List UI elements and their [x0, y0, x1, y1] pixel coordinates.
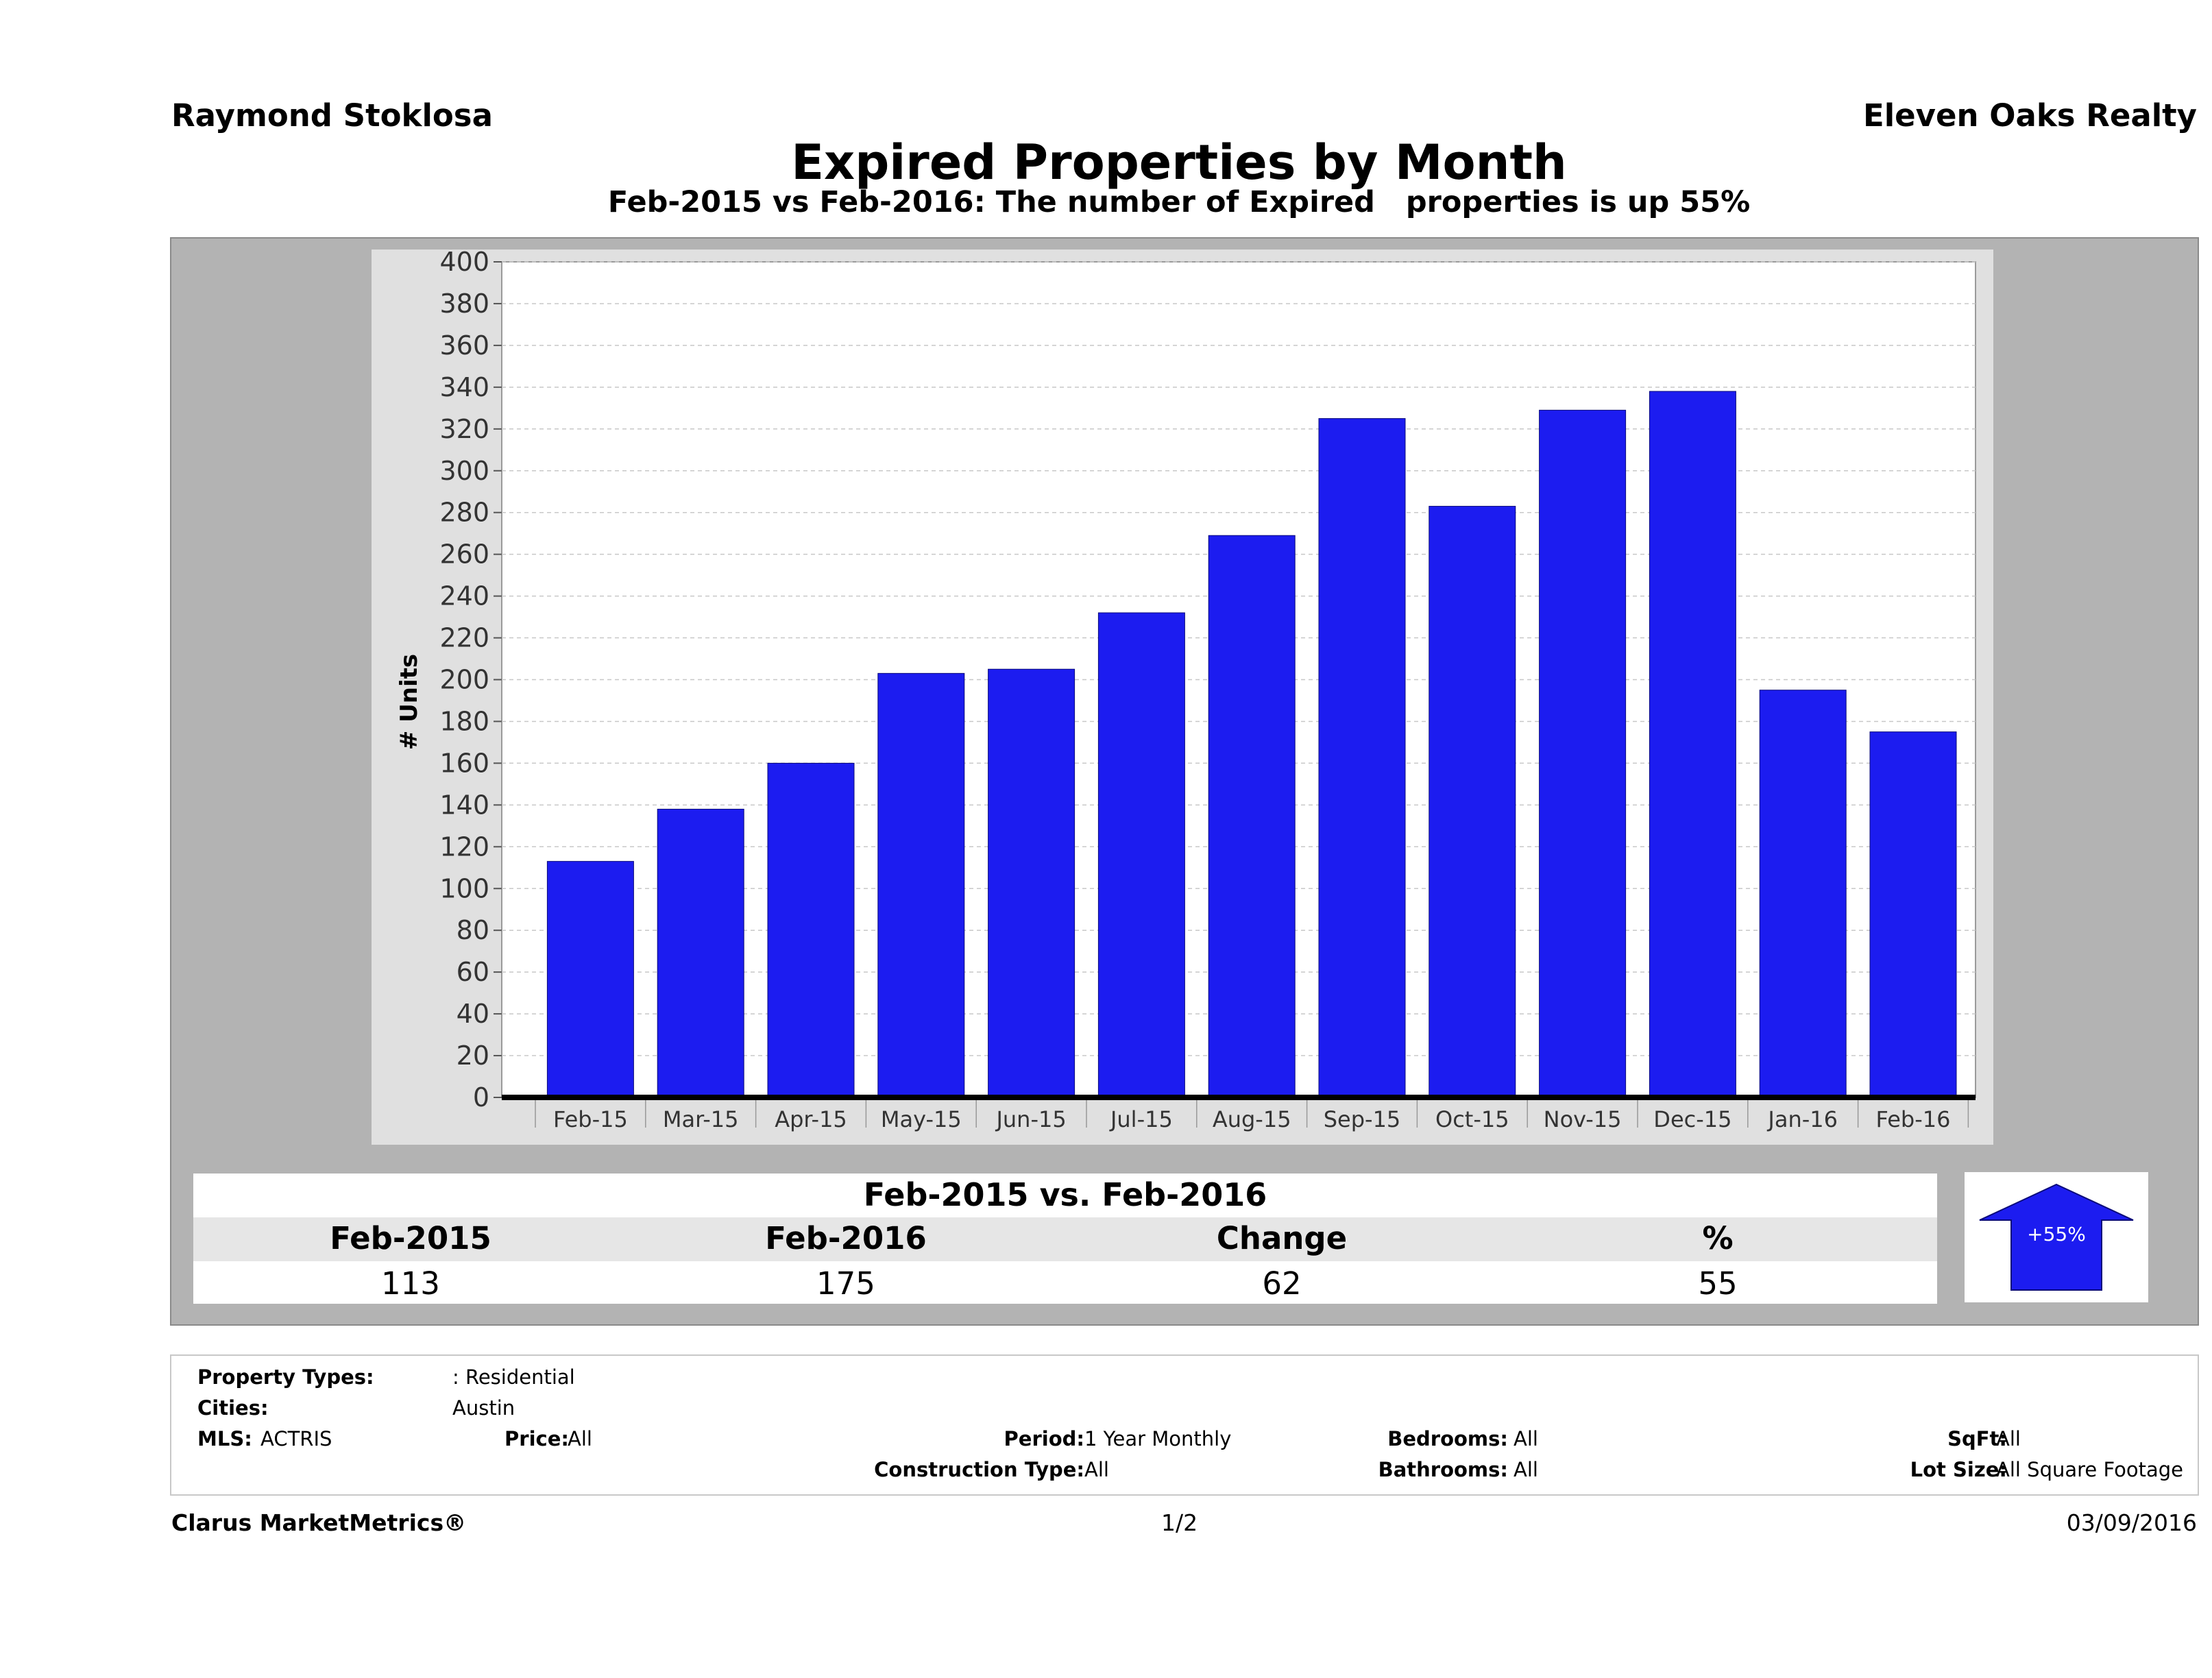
bathrooms-value: All: [1514, 1458, 1538, 1481]
price-label: Price:: [505, 1427, 569, 1450]
header-feb-2015: Feb-2015: [330, 1220, 491, 1256]
sqft-value: All: [1996, 1427, 2021, 1450]
bar-apr-15: [767, 762, 855, 1098]
x-tick-label: Jun-15: [995, 1106, 1066, 1132]
property-types-value: : Residential: [452, 1365, 575, 1389]
page-number: 1/2: [1161, 1509, 1198, 1536]
up-arrow-icon: +55%: [1979, 1183, 2134, 1291]
bar-jun-15: [988, 668, 1075, 1098]
company-name: Eleven Oaks Realty: [1862, 97, 2197, 134]
y-tick-label: 240: [439, 581, 489, 611]
change-badge-text: +55%: [2027, 1223, 2086, 1245]
bar-aug-15: [1208, 535, 1296, 1098]
x-tick-label: Feb-16: [1876, 1106, 1951, 1132]
report-title: Expired Properties by Month: [791, 134, 1567, 191]
x-tick-label: May-15: [881, 1106, 962, 1132]
filter-criteria: Property Types: : Residential Cities: Au…: [170, 1354, 2199, 1496]
summary-table: Feb-2015 vs. Feb-2016 Feb-2015 Feb-2016 …: [193, 1174, 1937, 1304]
bar-nov-15: [1539, 409, 1627, 1098]
summary-title-row: Feb-2015 vs. Feb-2016: [193, 1174, 1937, 1217]
y-tick-label: 260: [439, 539, 489, 570]
construction-type-value: All: [1084, 1458, 1109, 1481]
y-tick-label: 340: [439, 372, 489, 402]
period-label: Period:: [1004, 1427, 1084, 1450]
x-tick-label: Sep-15: [1324, 1106, 1401, 1132]
summary-header-row: Feb-2015 Feb-2016 Change %: [193, 1217, 1937, 1261]
header-feb-2016: Feb-2016: [765, 1220, 927, 1256]
y-tick-label: 60: [457, 957, 489, 987]
y-tick-label: 320: [439, 414, 489, 444]
bar-may-15: [877, 672, 965, 1098]
x-tick-label: Dec-15: [1653, 1106, 1731, 1132]
bar-dec-15: [1649, 391, 1736, 1098]
header-change: Change: [1216, 1220, 1348, 1256]
bar-chart: 0 20 40 60 80 100 120 140 160 180 200 220 240 260 280 3…: [396, 250, 1976, 1132]
sqft-label: SqFt:: [1947, 1427, 2007, 1450]
summary-values-row: 113 175 62 55: [193, 1261, 1937, 1304]
y-tick-label: 140: [439, 790, 489, 820]
mls-label: MLS:: [197, 1427, 252, 1450]
bathrooms-label: Bathrooms:: [1378, 1458, 1508, 1481]
y-tick-label: 280: [439, 498, 489, 528]
y-tick-label: 360: [439, 330, 489, 361]
bar-oct-15: [1429, 506, 1516, 1098]
bar-feb-16: [1869, 731, 1957, 1098]
x-tick-label: Jan-16: [1766, 1106, 1838, 1132]
bedrooms-label: Bedrooms:: [1387, 1427, 1508, 1450]
value-change: 62: [1262, 1265, 1302, 1302]
bedrooms-value: All: [1514, 1427, 1538, 1450]
x-tick-label: Apr-15: [775, 1106, 847, 1132]
value-percent: 55: [1698, 1265, 1738, 1302]
y-tick-label: 180: [439, 706, 489, 736]
period-value: 1 Year Monthly: [1084, 1427, 1232, 1450]
value-feb-2015: 113: [381, 1265, 440, 1302]
y-tick-label: 380: [439, 289, 489, 319]
y-tick-label: 100: [439, 873, 489, 903]
mls-value: ACTRIS: [260, 1427, 332, 1450]
y-tick-label: 80: [457, 915, 489, 945]
value-feb-2016: 175: [816, 1265, 875, 1302]
x-tick-label: Mar-15: [663, 1106, 739, 1132]
lot-size-label: Lot Size:: [1910, 1458, 2007, 1481]
summary-title: Feb-2015 vs. Feb-2016: [863, 1176, 1267, 1213]
y-tick-label: 300: [439, 456, 489, 486]
y-tick-label: 400: [439, 250, 489, 277]
bar-feb-15: [546, 861, 634, 1098]
bar-sep-15: [1318, 418, 1406, 1098]
construction-type-label: Construction Type:: [874, 1458, 1084, 1481]
agent-name: Raymond Stoklosa: [171, 97, 493, 134]
y-tick-label: 120: [439, 831, 489, 862]
y-tick-label: 40: [457, 999, 489, 1029]
x-tick-label: Feb-15: [553, 1106, 628, 1132]
property-types-label: Property Types:: [197, 1365, 374, 1389]
y-tick-label: 0: [473, 1082, 489, 1112]
bar-jul-15: [1097, 612, 1185, 1098]
bar-mar-15: [657, 808, 744, 1098]
x-tick-label: Aug-15: [1213, 1106, 1291, 1132]
y-axis-label: # Units: [396, 654, 423, 750]
x-tick-label: Nov-15: [1544, 1106, 1622, 1132]
x-tick-label: Oct-15: [1435, 1106, 1509, 1132]
bar-jan-16: [1759, 690, 1847, 1098]
y-tick-label: 220: [439, 623, 489, 653]
price-value: All: [568, 1427, 592, 1450]
cities-value: Austin: [452, 1396, 515, 1420]
footer-brand: Clarus MarketMetrics®: [171, 1509, 467, 1536]
report-date: 03/09/2016: [2066, 1509, 2197, 1536]
report-subtitle: Feb-2015 vs Feb-2016: The number of Expi…: [607, 185, 1751, 219]
cities-label: Cities:: [197, 1396, 269, 1420]
header-percent: %: [1702, 1220, 1734, 1256]
y-tick-label: 20: [457, 1041, 489, 1071]
y-tick-label: 200: [439, 665, 489, 695]
x-tick-label: Jul-15: [1109, 1106, 1173, 1132]
lot-size-value: All Square Footage: [1996, 1458, 2184, 1481]
y-tick-label: 160: [439, 748, 489, 778]
